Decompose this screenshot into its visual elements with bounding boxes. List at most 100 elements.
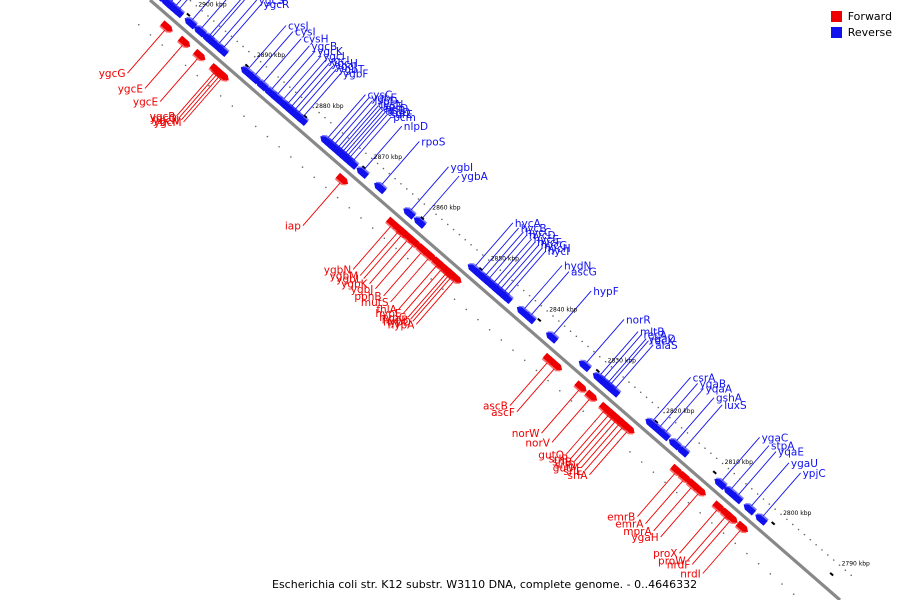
gene-label-ygcN[interactable]: ygcN <box>153 115 180 127</box>
gene-label-fhlA[interactable]: fhlA <box>376 304 397 316</box>
gene-label-csrA[interactable]: csrA <box>693 372 717 384</box>
gene-label-truD[interactable]: truD <box>387 107 410 119</box>
gene-arrow-ygaH[interactable] <box>693 483 707 496</box>
gene-label-hycA[interactable]: hycA <box>515 218 542 230</box>
gene-label-ygbK[interactable]: ygbK <box>341 279 369 291</box>
gene-label-recA[interactable]: recA <box>644 330 668 342</box>
gene-label-srlR[interactable]: srlR <box>549 454 569 466</box>
gene-arrow-ascG[interactable] <box>523 313 537 325</box>
gene-arrow-iap[interactable] <box>335 172 349 185</box>
gene-label-ygbT[interactable]: ygbT <box>338 64 365 76</box>
gene-label-yqaB[interactable]: yqaB <box>700 378 727 390</box>
gene-arrow-ygbA[interactable] <box>413 217 427 229</box>
gene-arrow-norW[interactable] <box>574 380 587 392</box>
gene-label-hycE[interactable]: hycE <box>534 234 559 246</box>
gene-arrow-norV[interactable] <box>584 389 598 401</box>
gene-label-hycH[interactable]: hycH <box>544 243 571 255</box>
gene-label-ygaD[interactable]: ygaD <box>648 334 675 346</box>
gene-label-norV[interactable]: norV <box>525 437 550 449</box>
gene-label-hycI[interactable]: hycI <box>548 246 570 258</box>
gene-arrow-ygcE[interactable] <box>193 48 206 61</box>
gene-label-ygbJ[interactable]: ygbJ <box>351 284 374 296</box>
gene-label-ascG[interactable]: ascG <box>571 267 597 279</box>
gene-label-hydN[interactable]: hydN <box>564 261 591 273</box>
gene-label-ygcE[interactable]: ygcE <box>133 97 158 109</box>
gene-label-yqaE[interactable]: yqaE <box>778 447 804 459</box>
gene-arrow-norR[interactable] <box>578 360 592 373</box>
gene-label-hypE[interactable]: hypE <box>375 308 401 320</box>
gene-label-gshA[interactable]: gshA <box>716 393 743 405</box>
gene-label-ascB[interactable]: ascB <box>483 401 508 413</box>
gene-arrow-hycI[interactable] <box>500 292 513 305</box>
gene-label-ygcJ[interactable]: ygcJ <box>335 61 357 73</box>
gene-label-hypB[interactable]: hypB <box>382 314 409 326</box>
gene-label-ygcS[interactable]: ygcS <box>259 0 285 7</box>
gene-label-rpoS[interactable]: rpoS <box>421 136 445 148</box>
gene-label-ygbI[interactable]: ygbI <box>451 162 474 174</box>
gene-label-cysC[interactable]: cysC <box>368 90 393 102</box>
gene-label-alaS[interactable]: alaS <box>655 340 678 352</box>
gene-label-ygcR[interactable]: ygcR <box>263 0 289 11</box>
gene-label-ispD[interactable]: ispD <box>375 96 398 108</box>
gene-arrow-nlpD[interactable] <box>356 167 369 180</box>
gene-arrow-nrdF[interactable] <box>725 511 738 523</box>
gene-arrow-ygcF[interactable] <box>184 18 198 30</box>
gene-label-stpA[interactable]: stpA <box>771 441 795 453</box>
gene-arrow-ygaU[interactable] <box>743 504 757 516</box>
gene-label-cysD[interactable]: cysD <box>383 103 409 115</box>
gene-label-srlE[interactable]: srlE <box>563 466 582 478</box>
gene-arrow-ascF[interactable] <box>549 358 563 371</box>
gene-arrow-srlA[interactable] <box>622 421 635 434</box>
gene-label-srlB[interactable]: srlB <box>552 457 572 469</box>
gene-label-ygbN[interactable]: ygbN <box>324 264 351 276</box>
gene-label-luxS[interactable]: luxS <box>724 400 747 412</box>
gene-arrow-hypF[interactable] <box>545 332 559 344</box>
gene-arrow-ypjC[interactable] <box>755 514 768 526</box>
gene-arrow-ygcG[interactable] <box>160 20 173 32</box>
gene-label-recX[interactable]: recX <box>651 336 675 348</box>
gene-label-iap[interactable]: iap <box>285 221 301 233</box>
gene-arrow-eno[interactable] <box>171 6 185 19</box>
gene-label-hycB[interactable]: hycB <box>521 223 547 235</box>
gene-label-ygaC[interactable]: ygaC <box>762 432 789 444</box>
gene-label-mutS[interactable]: mutS <box>361 297 389 309</box>
gene-label-hycC[interactable]: hycC <box>525 227 551 239</box>
gene-label-ygcI[interactable]: ygcI <box>323 51 345 63</box>
gene-label-ygcL[interactable]: ygcL <box>328 55 353 67</box>
gene-label-hycF[interactable]: hycF <box>537 237 562 249</box>
gene-arrow-alaS[interactable] <box>607 386 621 398</box>
gene-label-norW[interactable]: norW <box>512 428 540 440</box>
gene-label-ygaU[interactable]: ygaU <box>791 458 818 470</box>
gene-label-ygbE[interactable]: ygbE <box>371 93 397 105</box>
gene-label-hypA[interactable]: hypA <box>388 319 416 331</box>
gene-label-hycG[interactable]: hycG <box>541 240 568 252</box>
gene-label-gutM[interactable]: gutM <box>553 463 580 475</box>
gene-arrow-rpoS[interactable] <box>374 182 387 195</box>
gene-label-emrA[interactable]: emrA <box>615 519 644 531</box>
gene-label-nrdI[interactable]: nrdI <box>680 569 701 581</box>
gene-label-ygbL[interactable]: ygbL <box>336 274 362 286</box>
gene-label-ygcO[interactable]: ygcO <box>150 113 177 125</box>
gene-label-ispF[interactable]: ispF <box>380 101 401 113</box>
gene-label-proW[interactable]: proW <box>658 555 686 567</box>
gene-label-proX[interactable]: proX <box>653 548 677 560</box>
gene-arrow-ygcM[interactable] <box>216 69 229 81</box>
gene-arrow-pcm[interactable] <box>345 158 359 170</box>
gene-label-ygcG[interactable]: ygcG <box>99 68 126 80</box>
gene-label-srlA[interactable]: srlA <box>568 470 589 482</box>
gene-label-pphB[interactable]: pphB <box>354 291 381 303</box>
gene-arrow-ygcR[interactable] <box>216 45 229 58</box>
gene-arrow-ygaC[interactable] <box>714 478 727 491</box>
gene-label-ygcW[interactable]: ygcW <box>252 0 282 1</box>
gene-arrow-yqaA[interactable] <box>658 430 671 442</box>
gene-label-ygbM[interactable]: ygbM <box>330 271 359 283</box>
gene-label-ftsB[interactable]: ftsB <box>385 105 405 117</box>
gene-label-ygcM[interactable]: ygcM <box>154 117 182 129</box>
gene-label-yqaA[interactable]: yqaA <box>706 384 733 396</box>
gene-label-ascF[interactable]: ascF <box>491 407 515 419</box>
gene-label-ygcE[interactable]: ygcE <box>118 83 143 95</box>
gene-label-cysH[interactable]: cysH <box>303 34 328 46</box>
gene-label-mltB[interactable]: mltB <box>640 327 664 339</box>
gene-label-cysN[interactable]: cysN <box>378 99 403 111</box>
gene-label-hycD[interactable]: hycD <box>529 230 556 242</box>
